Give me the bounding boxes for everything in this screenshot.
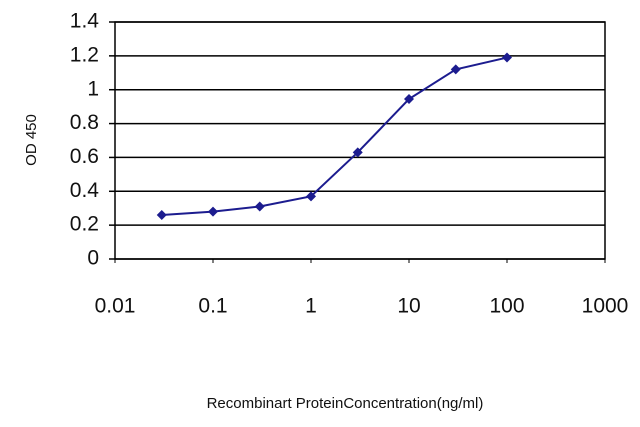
x-tick-label: 1 [305, 295, 317, 318]
x-tick-label: 0.01 [95, 295, 136, 318]
x-tick-label: 1000 [582, 295, 629, 318]
x-tick-label: 100 [489, 295, 524, 318]
y-tick-label: 1.4 [70, 10, 100, 33]
y-tick-label: 0.6 [70, 145, 99, 168]
y-tick-label: 0.8 [70, 111, 99, 134]
marker [404, 94, 414, 105]
marker [502, 52, 512, 63]
marker [306, 191, 316, 202]
x-tick-label: 0.1 [198, 295, 227, 318]
marker [156, 209, 167, 220]
line [161, 56, 508, 216]
marker [254, 201, 265, 212]
y-tick-label: 0.2 [70, 213, 99, 236]
y-axis-title: OD 450 [23, 114, 40, 166]
x-axis-title: Recombinart ProteinConcentration(ng/ml) [207, 395, 484, 412]
marker [208, 206, 218, 217]
y-tick-label: 1.2 [70, 43, 99, 66]
plot-area [114, 21, 606, 260]
x-tick-label: 10 [397, 295, 420, 318]
y-tick-label: 1 [87, 77, 99, 100]
y-tick-label: 0.4 [70, 179, 100, 202]
marker [352, 147, 363, 158]
y-tick-label: 0 [87, 247, 99, 270]
marker [450, 64, 461, 75]
